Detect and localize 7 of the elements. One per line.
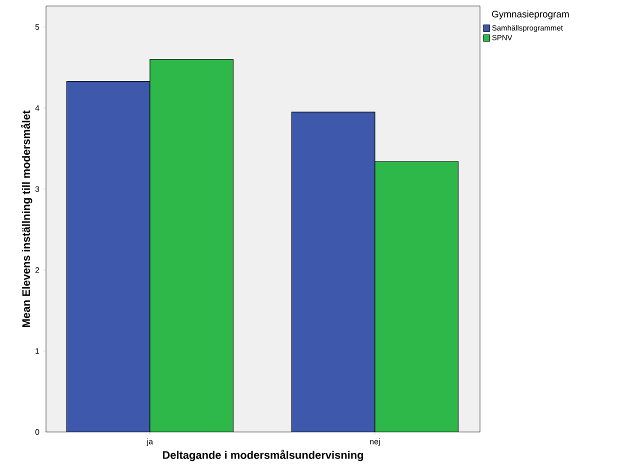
x-axis-title: Deltagande i modersmålsundervisning: [162, 450, 364, 462]
bar: [374, 161, 458, 432]
bar: [66, 81, 150, 432]
bar: [150, 59, 234, 432]
legend-title: Gymnasieprogram: [492, 10, 569, 20]
y-axis-title: Mean Elevens inställning till modersmålet: [20, 110, 32, 327]
bar: [291, 112, 376, 432]
